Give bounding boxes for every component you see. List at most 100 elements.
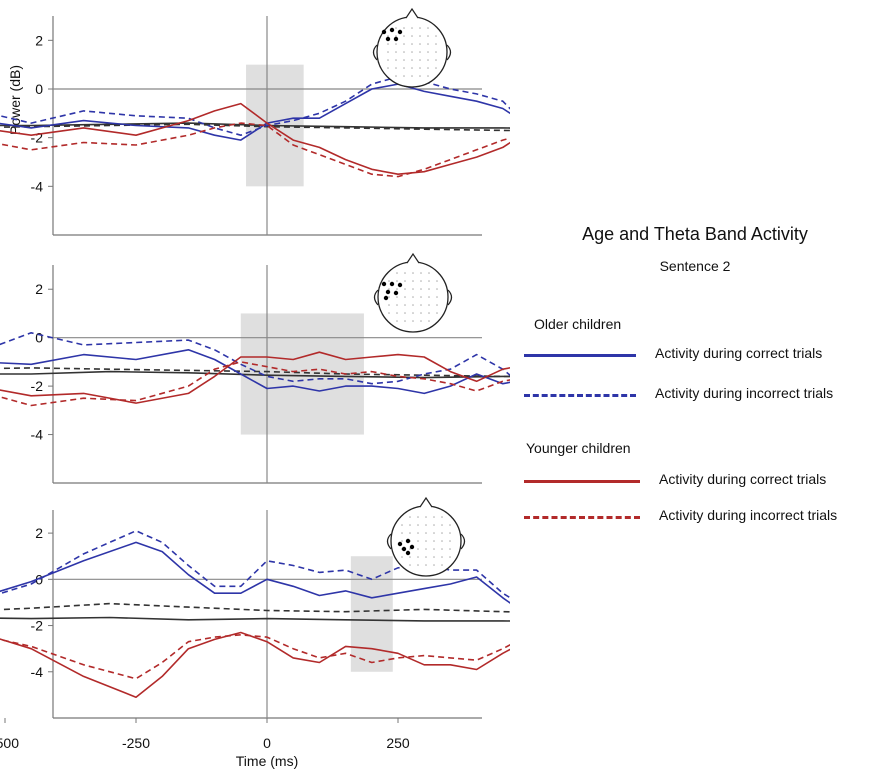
scalp-electrode bbox=[409, 556, 411, 558]
scalp-electrode bbox=[404, 280, 406, 282]
scalp-electrode bbox=[412, 312, 414, 314]
scalp-electrode bbox=[417, 532, 419, 534]
scalp-electrode bbox=[396, 304, 398, 306]
y-axis-label: Power (dB) bbox=[7, 65, 23, 135]
scalp-electrode-selected bbox=[385, 289, 391, 295]
scalp-electrode-selected bbox=[389, 281, 395, 287]
scalp-electrode bbox=[428, 280, 430, 282]
scalp-electrode bbox=[412, 304, 414, 306]
scalp-electrode-selected bbox=[385, 36, 391, 42]
scalp-electrode-selected bbox=[381, 281, 387, 287]
scalp-electrode bbox=[428, 304, 430, 306]
scalp-electrode-selected bbox=[409, 544, 415, 550]
series-younger-incorrect bbox=[0, 361, 510, 407]
scalp-electrode-selected bbox=[397, 282, 403, 288]
y-tick-label: 0 bbox=[35, 330, 43, 346]
panel-1: 2 0 -2 -4 bbox=[0, 7, 510, 236]
series-baseline-incorrect bbox=[0, 602, 510, 613]
scalp-electrode bbox=[419, 67, 421, 69]
scalp-electrode bbox=[395, 75, 397, 77]
scalp-electrode bbox=[395, 59, 397, 61]
scalp-electrode bbox=[433, 556, 435, 558]
scalp-electrode bbox=[441, 540, 443, 542]
y-tick-label: 2 bbox=[35, 525, 43, 541]
scalp-electrode bbox=[435, 35, 437, 37]
scalp-electrode bbox=[425, 524, 427, 526]
scalp-electrode bbox=[404, 304, 406, 306]
scalp-electrode bbox=[417, 564, 419, 566]
scalp-electrode bbox=[395, 35, 397, 37]
scalp-electrode-selected bbox=[393, 290, 399, 296]
series-older-correct bbox=[0, 541, 510, 604]
legend-title: Age and Theta Band Activity bbox=[582, 224, 808, 244]
scalp-electrode bbox=[419, 43, 421, 45]
scalp-electrode bbox=[417, 516, 419, 518]
legend-label-younger-correct: Activity during correct trials bbox=[659, 471, 827, 487]
series-younger-correct bbox=[0, 351, 510, 404]
scalp-electrode bbox=[403, 27, 405, 29]
scalp-electrode bbox=[435, 51, 437, 53]
scalp-electrode bbox=[441, 524, 443, 526]
scalp-electrode bbox=[412, 288, 414, 290]
scalp-electrode bbox=[428, 320, 430, 322]
scalp-electrode bbox=[419, 27, 421, 29]
scalp-electrode bbox=[401, 556, 403, 558]
series-baseline-incorrect bbox=[0, 123, 510, 132]
scalp-electrode bbox=[425, 532, 427, 534]
legend-group-younger: Younger children bbox=[526, 440, 631, 456]
scalp-electrode bbox=[435, 59, 437, 61]
scalp-electrode bbox=[403, 67, 405, 69]
scalp-ear-left bbox=[386, 533, 392, 550]
scalp-electrode bbox=[403, 59, 405, 61]
scalp-map-icon bbox=[386, 496, 466, 577]
scalp-electrode bbox=[433, 524, 435, 526]
scalp-electrode bbox=[436, 312, 438, 314]
scalp-electrode bbox=[396, 296, 398, 298]
scalp-electrode bbox=[433, 516, 435, 518]
significance-window bbox=[350, 556, 393, 672]
scalp-electrode bbox=[401, 532, 403, 534]
series-younger-incorrect bbox=[0, 634, 510, 680]
scalp-electrode bbox=[387, 35, 389, 37]
scalp-electrode bbox=[419, 35, 421, 37]
legend-line-younger-correct bbox=[524, 480, 640, 483]
scalp-electrode bbox=[403, 75, 405, 77]
y-tick-label: 0 bbox=[35, 571, 43, 587]
scalp-electrode bbox=[395, 27, 397, 29]
scalp-electrode bbox=[404, 320, 406, 322]
scalp-electrode bbox=[433, 564, 435, 566]
scalp-electrode bbox=[401, 524, 403, 526]
scalp-electrode bbox=[449, 524, 451, 526]
scalp-electrode bbox=[387, 43, 389, 45]
y-tick-label: -4 bbox=[31, 427, 44, 443]
scalp-electrode bbox=[409, 524, 411, 526]
scalp-electrode bbox=[420, 272, 422, 274]
scalp-electrode bbox=[427, 59, 429, 61]
x-axis-label: Time (ms) bbox=[236, 753, 298, 769]
scalp-electrode bbox=[425, 516, 427, 518]
series-older-correct bbox=[0, 349, 510, 395]
y-tick-label: -2 bbox=[31, 618, 44, 634]
scalp-map-icon bbox=[372, 7, 452, 88]
scalp-ear-left bbox=[373, 289, 379, 306]
series-younger-correct bbox=[0, 631, 510, 698]
scalp-electrode-selected bbox=[383, 295, 389, 301]
scalp-electrode bbox=[433, 532, 435, 534]
scalp-electrode bbox=[396, 312, 398, 314]
scalp-electrode bbox=[404, 312, 406, 314]
scalp-electrode bbox=[417, 524, 419, 526]
x-tick-label: -250 bbox=[122, 735, 150, 751]
scalp-electrode-selected bbox=[381, 29, 387, 35]
scalp-electrode bbox=[419, 51, 421, 53]
series-younger-incorrect bbox=[0, 122, 510, 178]
scalp-electrode bbox=[441, 564, 443, 566]
scalp-electrode bbox=[403, 35, 405, 37]
y-tick-label: -2 bbox=[31, 378, 44, 394]
scalp-electrode bbox=[449, 548, 451, 550]
scalp-electrode bbox=[387, 51, 389, 53]
theta-figure: Power (dB) Time (ms) 2 0 -2 -4 2 0 -2 -4 2 0 -2 -4 -… bbox=[0, 7, 510, 769]
scalp-electrode bbox=[404, 288, 406, 290]
scalp-electrode bbox=[388, 312, 390, 314]
scalp-electrode bbox=[396, 272, 398, 274]
scalp-electrode bbox=[435, 43, 437, 45]
